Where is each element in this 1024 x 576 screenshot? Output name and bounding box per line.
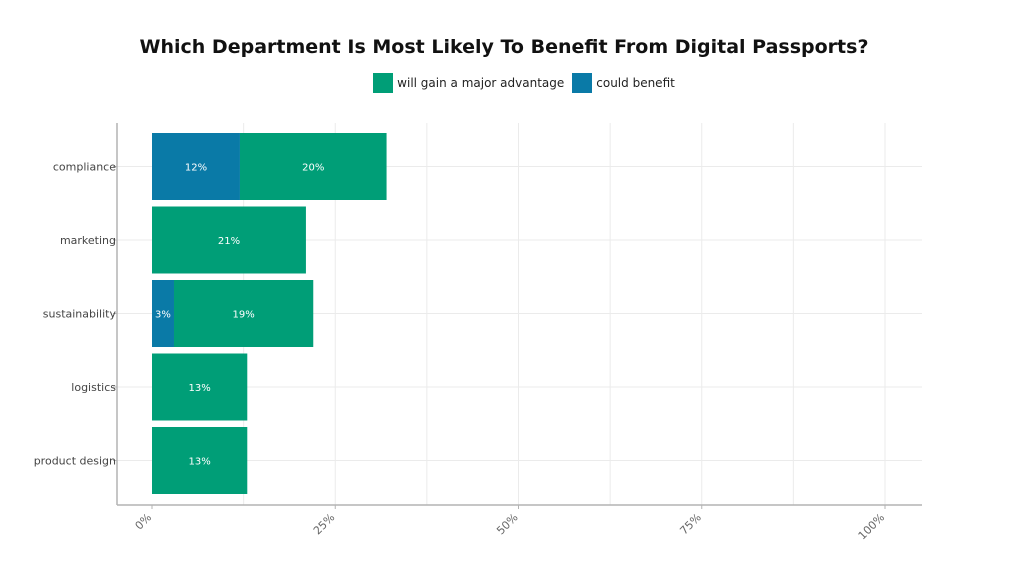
data-label-will-gain-a-major-advantage-marketing: 21% — [218, 236, 240, 247]
legend-label-could-benefit: could benefit — [596, 76, 675, 90]
x-tick-label: 0% — [133, 511, 155, 533]
x-tick-label: 50% — [494, 511, 520, 537]
y-tick-label-product-design: product design — [34, 455, 116, 468]
bar-will-gain-a-major-advantage-logistics — [152, 353, 248, 421]
bar-will-gain-a-major-advantage-product-design — [152, 427, 248, 494]
legend: will gain a major advantage could benefi… — [0, 73, 1024, 93]
y-tick-label-compliance: compliance — [53, 161, 116, 174]
legend-item-major-advantage: will gain a major advantage — [373, 73, 564, 93]
data-label-will-gain-a-major-advantage-sustainability: 19% — [233, 310, 255, 321]
data-label-will-gain-a-major-advantage-product-design: 13% — [189, 457, 211, 468]
y-tick-label-sustainability: sustainability — [43, 308, 117, 321]
data-label-could-benefit-compliance: 12% — [185, 163, 207, 174]
data-label-will-gain-a-major-advantage-compliance: 20% — [302, 163, 324, 174]
chart-title: Which Department Is Most Likely To Benef… — [139, 36, 869, 58]
x-tick-label: 25% — [311, 511, 337, 537]
bar-will-gain-a-major-advantage-marketing — [152, 206, 306, 274]
legend-label-major-advantage: will gain a major advantage — [397, 76, 565, 90]
x-tick-label: 75% — [677, 511, 703, 537]
legend-item-could-benefit: could benefit — [572, 73, 675, 93]
legend-swatch-could-benefit — [572, 73, 593, 93]
y-tick-label-logistics: logistics — [71, 381, 116, 394]
bar-will-gain-a-major-advantage-sustainability — [173, 280, 314, 347]
y-tick-label-marketing: marketing — [60, 234, 116, 247]
bar-could-benefit-compliance — [152, 133, 240, 200]
x-tick-label: 100% — [856, 511, 887, 542]
data-label-could-benefit-sustainability: 3% — [155, 310, 171, 321]
data-label-will-gain-a-major-advantage-logistics: 13% — [189, 383, 211, 394]
bar-could-benefit-sustainability — [152, 280, 174, 347]
bar-will-gain-a-major-advantage-compliance — [239, 133, 387, 200]
legend-swatch-major-advantage — [373, 73, 394, 93]
